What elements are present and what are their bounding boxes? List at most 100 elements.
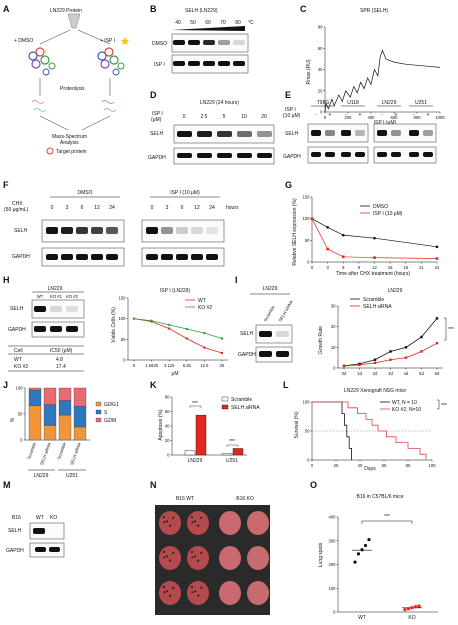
panel-e-unit: (10 μM) [283, 113, 301, 119]
panel-f-cond-ispi: ISP I (10 μM) [170, 190, 200, 196]
metastasis-spot [194, 555, 197, 558]
blot-band [341, 130, 351, 136]
blot-band [176, 254, 188, 260]
significance-bracket [226, 444, 239, 447]
legend-swatch [95, 417, 102, 423]
x-tick-label: 12 [372, 265, 377, 270]
blot-band [106, 227, 118, 234]
y-tick-label: 40 [165, 424, 170, 429]
bar [232, 448, 244, 456]
data-point [353, 560, 357, 564]
x-tick-label: 5d [419, 371, 424, 376]
blot-band [146, 227, 158, 234]
legend-label: DMSO [373, 204, 388, 210]
panel-m-gel-gapdh [29, 542, 65, 558]
data-point [310, 217, 314, 220]
panel-a-ms-1: Mass-Spectrum [52, 134, 87, 140]
cell-line-label: T98G [317, 100, 330, 106]
blot-band [311, 152, 321, 157]
blot-band [66, 306, 78, 312]
blot-band [409, 130, 419, 136]
time-label: 12 [94, 205, 100, 211]
panel-k: K Apoptosis (%) 0 20 40 60 80 LN229 U251 *** ***… [150, 380, 260, 464]
blot-band [206, 227, 218, 234]
metastasis-spot [197, 594, 200, 597]
panel-f-hours: hours [226, 205, 239, 211]
y-tick-label: 80 [318, 25, 323, 30]
treatment-sign: + [427, 112, 430, 118]
x-tick-label: 60 [382, 463, 387, 468]
x-tick-label: Scramble [26, 441, 37, 460]
dose-label: 0 [183, 114, 186, 120]
blot-band [76, 227, 88, 234]
dose-label: 20 [261, 114, 267, 120]
peptide-fragments-icon [31, 100, 117, 112]
blot-band [259, 331, 272, 337]
y-tick-label: 50 [121, 337, 126, 342]
legend-swatch [221, 396, 229, 402]
x-tick-label: 20 [334, 463, 339, 468]
y-tick-label: 20 [331, 324, 336, 329]
x-tick-label: 200 [345, 115, 353, 120]
lung-icon [159, 546, 181, 570]
stacked-bar-segment [58, 400, 72, 416]
metastasis-spot [166, 520, 169, 523]
data-point [185, 337, 188, 340]
panel-i-blot-title: LN229 [263, 286, 278, 292]
x-tick-label: 0d [342, 371, 347, 376]
panel-e-row-selh: SELH [285, 131, 298, 137]
target-protein-icon [46, 147, 54, 155]
y-tick-label: 0 [333, 610, 336, 615]
temp-label: 50 [190, 20, 196, 26]
stacked-bar-segment [43, 387, 57, 405]
panel-m-row-selh: SELH [8, 528, 21, 534]
table-cell: KO #2 [14, 364, 28, 370]
lung-icon [247, 581, 269, 605]
lung-icon [187, 546, 209, 570]
blot-band [61, 254, 73, 260]
metastasis-spot [194, 520, 197, 523]
y-tick-label: 400 [329, 515, 337, 520]
panel-letter-b: B [150, 4, 157, 14]
blot-band [311, 130, 321, 136]
metastasis-spot [169, 524, 172, 527]
y-tick-label: 100 [119, 316, 127, 321]
panel-f-row-selh: SELH [14, 228, 27, 234]
data-point [168, 327, 171, 330]
panel-i-row-gapdh: GAPDH [238, 352, 256, 358]
legend-label: ISP I (10 μM) [373, 211, 403, 217]
data-point [404, 356, 408, 359]
data-point [420, 350, 423, 353]
panel-i-gel-selh [255, 324, 293, 344]
x-tick-label: LN229 [188, 458, 203, 464]
treatment-sign: - [381, 112, 383, 118]
x-tick-label: KO [408, 615, 415, 621]
blot-band [355, 152, 365, 157]
panel-d-row-selh: SELH [150, 131, 163, 137]
panel-d-title: LN229 (24 hours) [200, 100, 239, 106]
panel-a-title: LN229 Protein [50, 8, 82, 14]
x-tick-label: WT [358, 615, 366, 621]
blot-band [161, 254, 173, 260]
y-tick-label: 100 [303, 216, 311, 221]
table-cell: 4.8 [56, 357, 63, 363]
data-point [403, 608, 407, 612]
panel-h-gel-selh [31, 299, 85, 319]
blot-band [391, 152, 401, 157]
panel-letter-d: D [150, 90, 157, 100]
cell-line-label: U118 [347, 100, 359, 106]
legend-swatch [95, 409, 102, 415]
x-tick-label: 1000 [435, 115, 445, 120]
panel-h-chart-title: ISP I (LN229) [160, 288, 191, 294]
group-label: U251 [66, 473, 78, 479]
metastasis-spot [200, 516, 203, 520]
panel-k-ylabel: Apoptosis (%) [158, 409, 164, 440]
panel-a-ispi: + ISP I [100, 38, 115, 44]
x-tick-label: SELH siRNA [69, 441, 82, 465]
y-tick-label: 100 [16, 386, 24, 391]
blot-band [197, 131, 212, 137]
blot-band [217, 131, 232, 137]
blot-band [203, 61, 215, 66]
x-tick-label: U251 [226, 458, 238, 464]
panel-a-proteolysis: Proteolysis [60, 86, 85, 92]
